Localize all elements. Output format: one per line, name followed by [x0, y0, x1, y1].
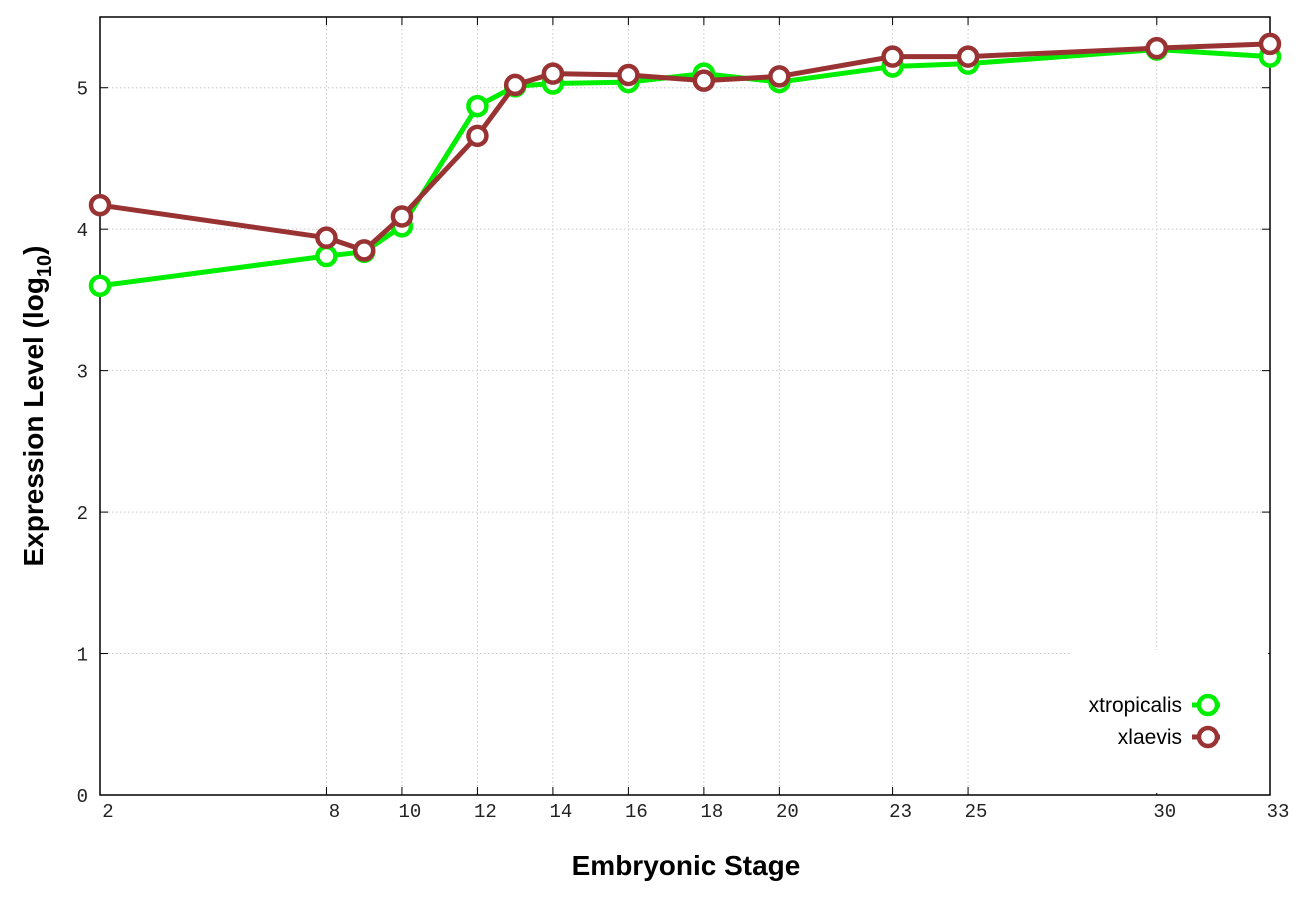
x-tick-label: 2 — [102, 801, 113, 823]
x-tick-label: 23 — [889, 801, 912, 823]
y-axis-label-end: ) — [18, 246, 49, 255]
y-tick-label: 2 — [77, 503, 88, 525]
y-tick-label: 0 — [77, 786, 88, 808]
x-tick-label: 30 — [1153, 801, 1176, 823]
point-marker — [768, 65, 791, 88]
y-tick-label: 5 — [77, 79, 88, 101]
y-axis-label-main: Expression Level (log — [18, 277, 49, 566]
x-tick-label: 8 — [329, 801, 340, 823]
legend-background — [1070, 650, 1268, 793]
point-marker — [466, 124, 489, 148]
point-marker — [315, 244, 338, 268]
y-tick-label: 1 — [77, 645, 88, 667]
point-marker — [956, 45, 980, 68]
x-tick-label: 20 — [776, 801, 799, 823]
y-tick-label: 3 — [77, 362, 88, 384]
legend-marker — [1196, 725, 1220, 749]
legend-label: xtropicalis — [1089, 694, 1182, 717]
y-axis-label-subscript: 10 — [34, 255, 56, 277]
point-marker — [88, 193, 112, 217]
x-tick-label: 18 — [700, 801, 723, 823]
x-tick-label: 25 — [965, 801, 988, 823]
point-marker — [1258, 32, 1282, 56]
x-axis-label: Embryonic Stage — [572, 850, 801, 881]
point-marker — [315, 226, 338, 249]
x-tick-label: 16 — [625, 801, 648, 823]
point-marker — [617, 63, 640, 87]
point-marker — [692, 69, 716, 92]
series-line — [99, 47, 1271, 289]
x-tick-label: 10 — [399, 801, 422, 823]
point-marker — [390, 205, 414, 228]
point-marker — [1145, 36, 1169, 60]
x-tick-label: 33 — [1267, 801, 1290, 823]
y-tick-label: 4 — [77, 220, 88, 242]
x-tick-label: 14 — [549, 801, 572, 823]
point-marker — [88, 274, 112, 298]
point-marker — [503, 73, 527, 97]
legend-label: xlaevis — [1118, 726, 1182, 749]
point-marker — [466, 94, 489, 118]
point-marker — [881, 45, 904, 68]
legend-marker — [1196, 693, 1220, 717]
point-marker — [541, 62, 565, 85]
y-axis-label: Expression Level (log10) — [18, 246, 56, 567]
x-tick-label: 12 — [474, 801, 497, 823]
plot-frame — [99, 16, 1271, 796]
point-marker — [352, 239, 376, 262]
